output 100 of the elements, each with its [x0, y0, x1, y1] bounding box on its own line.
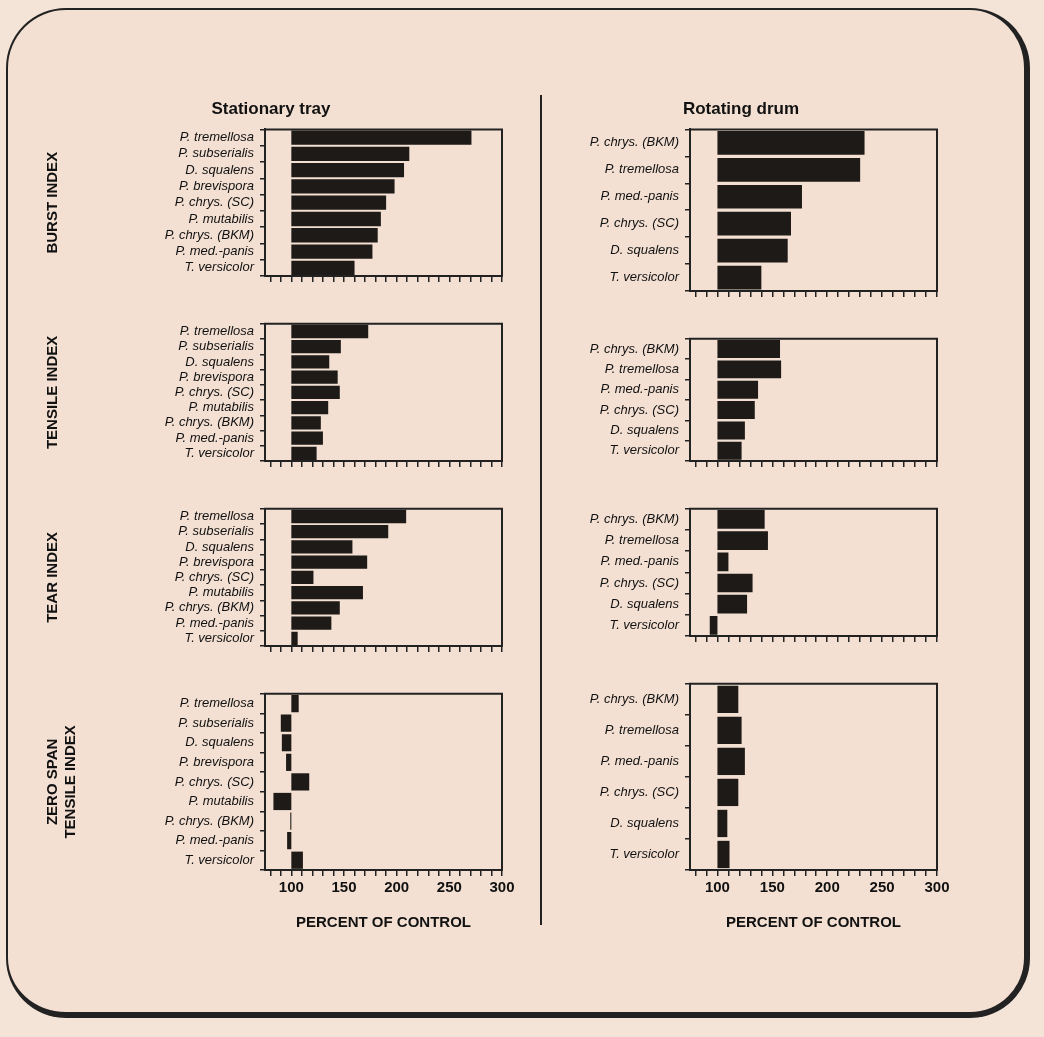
y-tick-label: D. squalens	[185, 161, 255, 177]
chart-title: Rotating drum	[682, 98, 800, 118]
x-axis-title: PERCENT OF CONTROL	[296, 913, 471, 931]
bar	[717, 552, 729, 572]
y-tick-label: P. chrys. (SC)	[174, 384, 254, 400]
y-tick-label: P. brevispora	[179, 368, 254, 384]
bar	[291, 773, 310, 791]
bar	[717, 360, 782, 379]
bar	[291, 339, 341, 354]
y-tick-label: P. chrys. (BKM)	[164, 226, 254, 242]
y-tick-label: T. versicolor	[609, 269, 680, 285]
y-axis-title: BURST INDEX	[43, 151, 61, 254]
bar	[717, 778, 739, 807]
bar	[291, 400, 329, 415]
y-tick-label: P. med.-panis	[175, 614, 255, 630]
y-tick-label: D. squalens	[610, 422, 680, 438]
y-tick-label: P. med.-panis	[600, 752, 680, 768]
y-tick-label: P. chrys. (BKM)	[164, 599, 254, 615]
y-tick-label: P. chrys. (SC)	[599, 574, 679, 590]
x-tick-label: 100	[278, 878, 304, 896]
y-tick-label: P. chrys. (BKM)	[589, 690, 679, 706]
y-tick-label: P. subserialis	[178, 145, 255, 161]
y-tick-label: T. versicolor	[609, 846, 680, 862]
y-tick-label: T. versicolor	[609, 617, 680, 633]
y-tick-label: T. versicolor	[184, 259, 255, 275]
x-tick-label: 200	[814, 878, 840, 896]
chart-title: Stationary tray	[211, 98, 332, 118]
y-tick-label: D. squalens	[610, 242, 680, 258]
y-tick-label: P. mutabilis	[188, 399, 255, 415]
y-tick-label: T. versicolor	[184, 629, 255, 645]
y-tick-label: P. chrys. (SC)	[599, 215, 679, 231]
bar	[286, 753, 292, 771]
bar	[717, 238, 788, 263]
y-tick-label: P. subserialis	[178, 714, 255, 730]
y-tick-label: P. tremellosa	[604, 721, 679, 737]
y-tick-label: P. brevispora	[179, 553, 254, 569]
bar	[291, 162, 405, 178]
bar	[291, 211, 381, 227]
y-tick-label: P. tremellosa	[604, 532, 679, 548]
y-tick-label: P. subserialis	[178, 523, 255, 539]
bar	[717, 380, 759, 399]
y-tick-label: P. chrys. (BKM)	[589, 340, 679, 356]
bar	[717, 510, 765, 529]
y-axis-title: TENSILE INDEX	[43, 335, 61, 450]
y-tick-label: P. chrys. (BKM)	[589, 511, 679, 527]
x-tick-label: 300	[924, 878, 950, 896]
bar	[717, 594, 748, 614]
y-tick-label: P. med.-panis	[600, 188, 680, 204]
y-tick-label: P. med.-panis	[600, 381, 680, 397]
y-tick-label: P. tremellosa	[179, 129, 254, 145]
y-tick-label: P. med.-panis	[175, 832, 255, 848]
bar	[717, 421, 745, 440]
bar	[291, 228, 378, 243]
x-tick-label: 300	[489, 878, 515, 896]
y-tick-label: P. chrys. (BKM)	[164, 812, 254, 828]
y-tick-label: P. tremellosa	[179, 695, 254, 711]
bar	[287, 832, 292, 850]
bar	[291, 524, 389, 539]
y-tick-label: P. mutabilis	[188, 584, 255, 600]
y-axis-title: ZERO SPAN TENSILE INDEX	[43, 725, 79, 839]
x-tick-label: 200	[384, 878, 410, 896]
y-tick-label: P. subserialis	[178, 338, 255, 354]
y-tick-label: P. tremellosa	[604, 360, 679, 376]
bar	[291, 195, 387, 210]
y-tick-label: P. chrys. (BKM)	[164, 414, 254, 430]
bar	[717, 131, 865, 155]
bar	[291, 385, 340, 400]
bar	[717, 211, 791, 236]
y-tick-label: P. med.-panis	[175, 429, 255, 445]
bar	[717, 573, 753, 593]
x-tick-label: 250	[869, 878, 895, 896]
y-tick-label: P. chrys. (BKM)	[589, 134, 679, 150]
y-tick-label: P. tremellosa	[604, 161, 679, 177]
y-tick-label: D. squalens	[610, 595, 680, 611]
bar	[717, 685, 739, 713]
bar	[291, 146, 410, 161]
bar	[717, 157, 861, 182]
y-tick-label: P. chrys. (SC)	[174, 569, 254, 585]
y-axis-title: TEAR INDEX	[43, 531, 61, 623]
bar	[280, 714, 292, 732]
bar	[291, 570, 314, 585]
bar	[281, 734, 292, 752]
y-tick-label: D. squalens	[610, 815, 680, 831]
y-tick-label: P. chrys. (SC)	[174, 194, 254, 210]
x-tick-label: 150	[331, 878, 357, 896]
bar	[291, 244, 373, 259]
bar	[717, 716, 742, 745]
y-tick-label: P. med.-panis	[175, 243, 255, 259]
y-tick-label: P. chrys. (SC)	[599, 784, 679, 800]
y-tick-label: D. squalens	[185, 734, 255, 750]
y-tick-label: T. versicolor	[184, 851, 255, 867]
x-tick-label: 100	[704, 878, 730, 896]
y-tick-label: D. squalens	[185, 538, 255, 554]
y-tick-label: T. versicolor	[609, 442, 680, 458]
bar	[717, 809, 728, 838]
bar	[717, 531, 768, 550]
bar	[291, 179, 395, 194]
y-tick-label: P. chrys. (SC)	[174, 773, 254, 789]
y-tick-label: P. brevispora	[179, 753, 254, 769]
y-tick-label: P. med.-panis	[600, 553, 680, 569]
